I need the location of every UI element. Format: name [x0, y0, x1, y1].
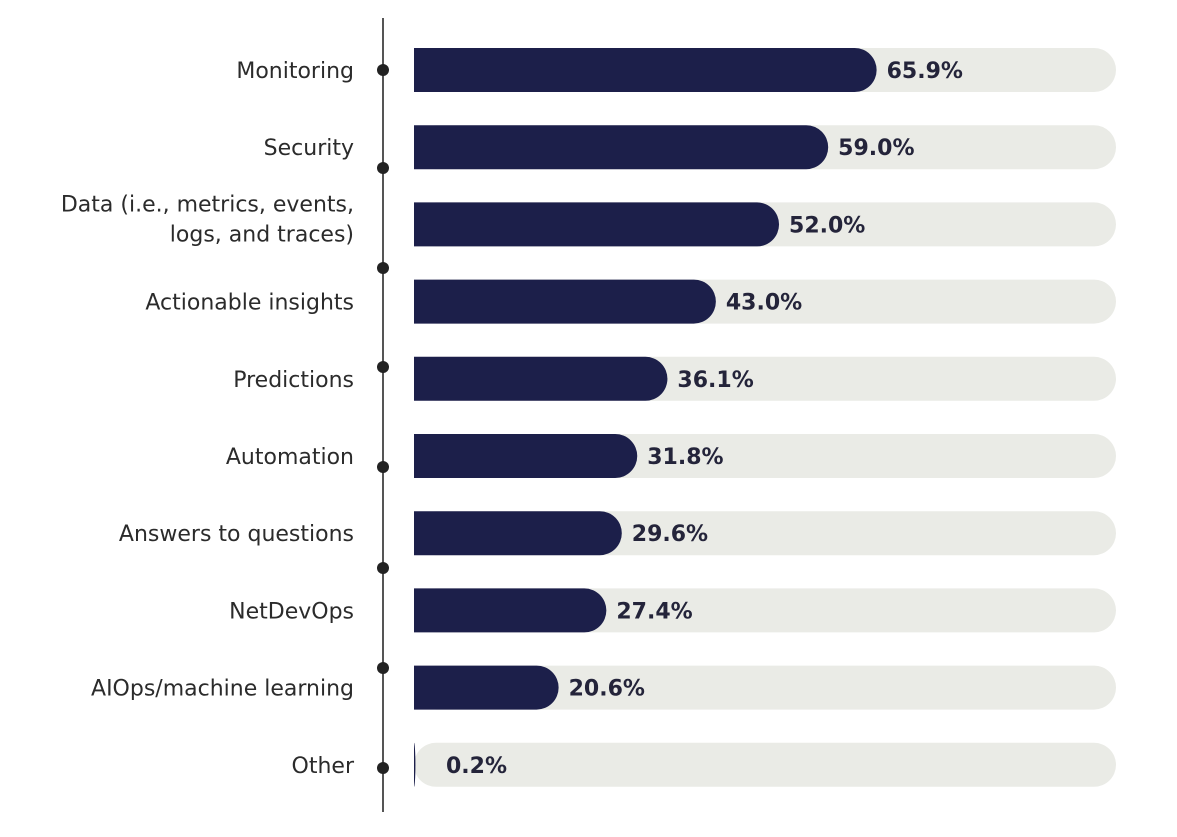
bar-track [414, 742, 1116, 787]
axis-dot [377, 64, 389, 76]
category-label: Automation [226, 445, 354, 470]
category-label: Security [264, 136, 354, 161]
bar [414, 125, 829, 170]
value-label: 43.0% [726, 291, 802, 316]
value-label: 36.1% [677, 368, 753, 393]
category-label-line: Predictions [233, 368, 354, 393]
category-label: Predictions [233, 368, 354, 393]
category-label-line: Other [292, 754, 355, 779]
axis-dot [377, 762, 389, 774]
bar [414, 511, 622, 556]
category-label-line: AIOps/machine learning [91, 677, 354, 702]
bar [414, 48, 877, 92]
bars-layer [414, 48, 1116, 787]
bar [414, 279, 716, 324]
category-label-line: logs, and traces) [170, 222, 354, 247]
value-label: 29.6% [632, 522, 708, 547]
value-label: 52.0% [789, 213, 865, 238]
value-label: 27.4% [616, 599, 692, 624]
axis-dot [377, 662, 389, 674]
axis-dot [377, 262, 389, 274]
category-label-line: Answers to questions [119, 522, 354, 547]
bar [414, 434, 638, 478]
category-label: Answers to questions [119, 522, 354, 547]
axis-dot [377, 562, 389, 574]
category-label: Monitoring [236, 59, 354, 84]
axis-dot [377, 461, 389, 473]
value-label: 20.6% [569, 677, 645, 702]
bar-track [414, 665, 1116, 710]
bar [414, 356, 668, 401]
value-label: 0.2% [446, 754, 507, 779]
bar [414, 202, 780, 247]
category-label: NetDevOps [229, 599, 354, 624]
category-label-line: NetDevOps [229, 599, 354, 624]
category-label-line: Monitoring [236, 59, 354, 84]
axis-dot [377, 162, 389, 174]
category-label-line: Data (i.e., metrics, events, [61, 192, 354, 217]
bar [414, 742, 416, 787]
category-label: AIOps/machine learning [91, 677, 354, 702]
value-label: 59.0% [838, 136, 914, 161]
category-label-line: Automation [226, 445, 354, 470]
category-label-line: Actionable insights [145, 291, 354, 316]
labels-layer: 65.9% Monitoring 59.0% Security 52.0% Data (i… [61, 59, 963, 779]
axis-layer [377, 18, 389, 812]
value-label: 65.9% [887, 59, 963, 84]
value-label: 31.8% [647, 445, 723, 470]
axis-dot [377, 361, 389, 373]
bar [414, 588, 607, 633]
category-label-line: Security [264, 136, 354, 161]
category-label: Actionable insights [145, 291, 354, 316]
bar [414, 665, 559, 710]
category-label: Other [292, 754, 355, 779]
category-label: Data (i.e., metrics, events, logs, and tr… [61, 192, 354, 247]
